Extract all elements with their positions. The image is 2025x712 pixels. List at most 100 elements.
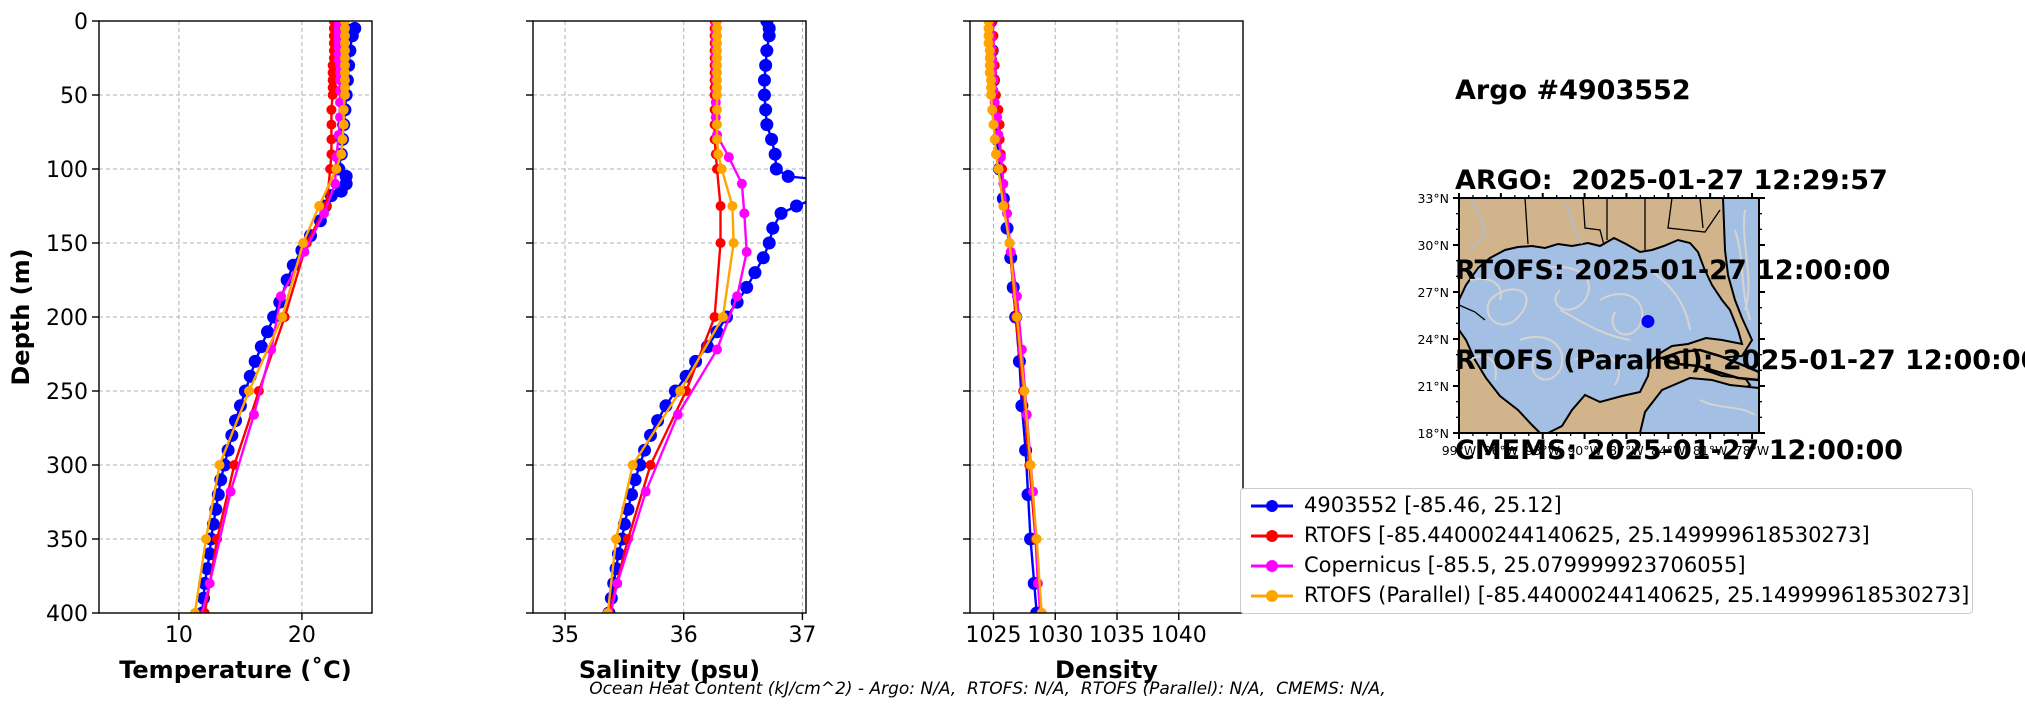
density-point-rtofs-parallel [988,119,999,130]
temperature-point-rtofs-parallel [200,534,211,544]
density-xtick-label: 1035 [1089,623,1145,648]
density-point-rtofs-parallel [986,75,996,86]
salinity-point-argo [760,44,774,58]
density-point-rtofs-parallel [987,104,998,115]
map-lon-label: 99°W [1442,443,1477,458]
density-axis-label: Density [1055,656,1158,684]
salinity-point-argo [760,118,774,132]
map-lat-label: 18°N [1417,426,1449,441]
salinity-point-rtofs-parallel [713,149,724,160]
salinity-point-rtofs-parallel [711,134,722,145]
rivers [1469,198,1583,251]
salinity-point-argo [826,174,839,187]
salinity-point-rtofs-parallel [711,45,722,56]
temperature-point-argo [248,354,262,368]
temperature-xtick-label: 20 [288,623,316,648]
salinity-point-rtofs-parallel [602,608,613,613]
salinity-point-argo [757,73,771,87]
temperature-point-rtofs-parallel [277,312,288,322]
temperature-point-rtofs-parallel [339,53,350,63]
temperature-point-rtofs [327,90,338,100]
density-point-rtofs-parallel [1031,534,1042,544]
depth-tick-label: 250 [46,380,88,405]
temperature-point-rtofs [327,75,338,86]
salinity-point-rtofs [709,312,720,322]
salinity-xtick-label: 36 [670,623,698,648]
salinity-point-copernicus [736,178,747,189]
density-point-rtofs-parallel [989,134,1000,145]
map-lon-label: 87°W [1609,443,1644,458]
temperature-point-copernicus [276,291,286,302]
title-line-argo-time: ARGO: 2025-01-27 12:29:57 [1455,165,1888,196]
depth-tick-label: 300 [46,454,88,479]
temperature-point-rtofs-parallel [336,149,347,160]
legend-label-copernicus: Copernicus [-85.5, 25.079999923706055] [1304,553,1746,577]
state-borders [1524,198,1721,250]
salinity-point-rtofs-parallel [728,238,739,248]
salinity-point-rtofs [715,201,726,211]
argo-location-marker [1641,314,1655,328]
salinity-point-rtofs-parallel [711,60,722,71]
depth-axis-label: Depth (m) [7,248,35,385]
title-line-rtofs-time: RTOFS: 2025-01-27 12:00:00 [1455,255,1891,286]
salinity-point-rtofs-parallel [711,38,722,49]
temperature-point-rtofs-parallel [339,67,350,78]
map-lat-label: 30°N [1417,238,1449,253]
temperature-point-copernicus [335,97,346,108]
density-point-rtofs-parallel [984,60,995,71]
legend: 4903552 [-85.46, 25.12] RTOFS [-85.44000… [1240,488,1973,614]
map-lat-label: 24°N [1417,332,1449,347]
legend-swatch-copernicus [1251,560,1293,572]
temperature-point-argo [260,325,274,339]
temperature-point-rtofs-parallel [244,386,255,396]
legend-item-argo: 4903552 [-85.46, 25.12] [1241,491,1972,521]
temperature-point-argo [254,340,268,354]
depth-tick-label: 100 [46,158,88,183]
depth-tick-label: 200 [46,306,88,331]
density-point-copernicus [1016,344,1027,355]
legend-label-rtofs-parallel: RTOFS (Parallel) [-85.44000244140625, 25… [1304,583,1970,607]
depth-tick-label: 0 [74,10,88,35]
salinity-point-argo [781,169,795,183]
salinity-point-copernicus [672,409,683,420]
density-point-rtofs-parallel [1019,386,1030,396]
temperature-point-copernicus [204,578,215,589]
salinity-point-argo [769,162,783,176]
salinity-point-argo [849,180,862,193]
density-point-rtofs-parallel [1025,460,1036,470]
ocean-heat-content-note: Ocean Heat Content (kJ/cm^2) - Argo: N/A… [589,679,1386,699]
map-lon-label: 90°W [1567,443,1602,458]
salinity-point-rtofs-parallel [727,201,738,211]
temperature-point-rtofs-parallel [298,238,309,248]
density-point-rtofs-parallel [983,23,994,34]
density-point-rtofs-parallel [984,53,995,63]
salinity-point-rtofs [715,238,726,248]
salinity-point-rtofs-parallel [711,23,722,34]
temperature-point-rtofs-parallel [339,60,350,71]
temperature-point-rtofs [327,67,338,78]
density-point-rtofs-parallel [983,30,994,41]
map-lat-label: 21°N [1417,379,1449,394]
salinity-point-argo [625,488,639,502]
density-xtick-label: 1030 [1027,623,1083,648]
salinity-point-copernicus [710,97,721,108]
temperature-point-rtofs-parallel [339,90,350,100]
temperature-series [189,21,362,613]
salinity-point-rtofs-parallel [717,312,728,322]
salinity-point-argo [740,280,754,294]
salinity-xtick-label: 37 [788,623,816,648]
salinity-point-copernicus [711,344,722,355]
temperature-point-rtofs-parallel [339,23,350,34]
salinity-point-copernicus [602,626,612,636]
density-point-rtofs-parallel [990,149,1001,160]
temperature-xtick-label: 10 [165,623,193,648]
salinity-xtick-label: 35 [551,623,579,648]
temperature-profile-plot: 10 20050100150200250300350400Temperature … [7,10,373,684]
salinity-point-copernicus [732,291,743,302]
legend-swatch-rtofs-parallel [1251,590,1293,602]
salinity-point-argo [748,266,762,280]
caribbean-water [1638,376,1759,433]
map-lon-label: 96°W [1484,443,1519,458]
temperature-point-rtofs-parallel [338,119,349,130]
map-lat-label: 33°N [1417,191,1449,206]
